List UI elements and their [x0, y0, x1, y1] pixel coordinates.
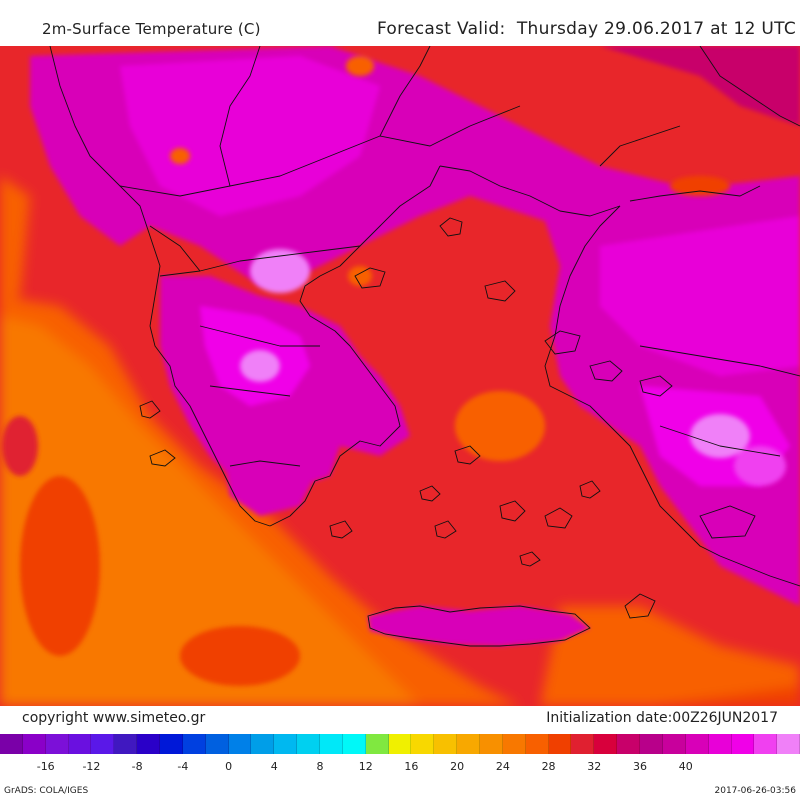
legend-tick-label: 0 — [225, 760, 233, 773]
legend-swatch — [685, 734, 709, 754]
legend-tick-label: -4 — [177, 760, 189, 773]
legend-swatch — [411, 734, 435, 754]
legend-swatch — [205, 734, 229, 754]
legend-swatch — [251, 734, 275, 754]
legend-swatch — [91, 734, 115, 754]
legend-swatch — [594, 734, 618, 754]
legend-swatch — [777, 734, 800, 754]
temperature-map-graphic — [0, 46, 800, 706]
legend-tick-label: -12 — [82, 760, 101, 773]
legend-swatch — [662, 734, 686, 754]
legend-tick-label: 36 — [633, 760, 647, 773]
legend-swatch — [434, 734, 458, 754]
legend-swatch — [45, 734, 69, 754]
legend-tick-label: 8 — [316, 760, 324, 773]
ionian-sea-field — [0, 176, 800, 706]
render-timestamp: 2017-06-26-03:56 — [714, 786, 797, 796]
legend-tick-label: 20 — [450, 760, 465, 773]
legend-tick-label: 40 — [678, 760, 693, 773]
legend-swatch — [114, 734, 138, 754]
legend-tick-label: 32 — [587, 760, 602, 773]
legend-swatch — [731, 734, 755, 754]
legend-swatch — [617, 734, 641, 754]
forecast-valid-label: Forecast Valid: Thursday 29.06.2017 at 1… — [376, 19, 796, 39]
color-legend-bar — [0, 734, 800, 754]
legend-swatch — [457, 734, 481, 754]
legend-swatch — [365, 734, 389, 754]
initialization-label: Initialization date:00Z26JUN2017 — [546, 710, 778, 726]
legend-swatch — [502, 734, 526, 754]
copyright-label: copyright www.simeteo.gr — [22, 710, 206, 726]
cool-pockets — [2, 391, 545, 686]
legend-tick-label: 4 — [270, 760, 278, 773]
legend-swatch — [182, 734, 206, 754]
legend-tick-label: 16 — [404, 760, 419, 773]
land-heat-field — [30, 46, 800, 646]
grads-credit: GrADS: COLA/IGES — [4, 786, 89, 796]
legend-swatch — [274, 734, 298, 754]
legend-swatch — [320, 734, 343, 754]
legend-tick-label: 28 — [541, 760, 556, 773]
footer: copyright www.simeteo.gr Initialization … — [0, 706, 800, 734]
map-title: 2m-Surface Temperature (C) — [42, 20, 261, 38]
legend-tick-label: -8 — [131, 760, 143, 773]
legend-swatch — [480, 734, 503, 754]
coastlines — [49, 46, 800, 587]
legend-swatch — [342, 734, 366, 754]
legend-swatch — [708, 734, 732, 754]
legend-tick-label: -16 — [36, 760, 55, 773]
temperature-map[interactable] — [0, 46, 800, 706]
legend-swatch — [754, 734, 778, 754]
legend-swatch — [0, 734, 23, 754]
legend-swatch — [548, 734, 572, 754]
legend-tick-label: 24 — [495, 760, 510, 773]
legend-swatch — [22, 734, 46, 754]
legend-swatch — [525, 734, 549, 754]
color-legend-ticks: -16 -12 -8 -4 0 4 8 12 16 20 24 28 32 36 40 — [0, 760, 800, 778]
legend-swatch — [228, 734, 252, 754]
legend-swatch — [640, 734, 663, 754]
legend-swatch — [571, 734, 595, 754]
legend-swatch — [137, 734, 161, 754]
header: 2m-Surface Temperature (C) Forecast Vali… — [0, 0, 800, 46]
legend-swatch — [68, 734, 92, 754]
legend-swatch — [160, 734, 183, 754]
hotspots — [170, 56, 786, 486]
legend-swatch — [388, 734, 412, 754]
islands — [139, 217, 756, 647]
legend-swatch — [297, 734, 321, 754]
legend-tick-label: 12 — [358, 760, 373, 773]
